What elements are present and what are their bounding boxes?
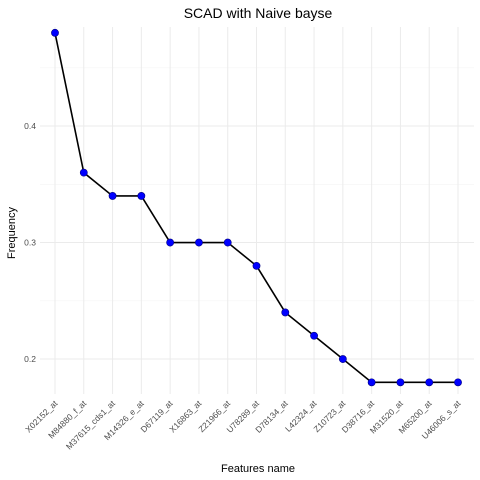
y-tick-label: 0.3: [24, 238, 36, 248]
data-point: [281, 308, 290, 317]
data-point: [108, 192, 117, 200]
data-point: [166, 238, 175, 247]
y-tick-label: 0.4: [24, 121, 36, 131]
data-point: [195, 238, 203, 247]
data-point: [454, 378, 462, 387]
data-point: [310, 331, 318, 340]
y-tick-label: 0.2: [24, 354, 36, 364]
grid: [40, 27, 474, 394]
data-point: [425, 378, 434, 387]
data-point: [338, 355, 347, 363]
series: [51, 28, 462, 387]
x-axis-title: Features name: [221, 463, 295, 475]
data-point: [252, 261, 261, 270]
x-tick-label: M37615_cds1_at: [64, 398, 118, 452]
y-axis-ticks: 0.2 0.3 0.4: [24, 121, 36, 364]
data-point: [367, 378, 376, 387]
data-point: [396, 378, 405, 387]
data-point: [79, 168, 88, 177]
data-point: [223, 238, 232, 247]
y-axis-title: Frequency: [6, 207, 18, 259]
data-point: [137, 192, 146, 200]
chart-title: SCAD with Naive bayse: [184, 5, 333, 21]
x-axis-ticks: X02152_atM84880_f_atM37615_cds1_atM14326…: [23, 398, 463, 452]
data-point: [51, 28, 59, 37]
